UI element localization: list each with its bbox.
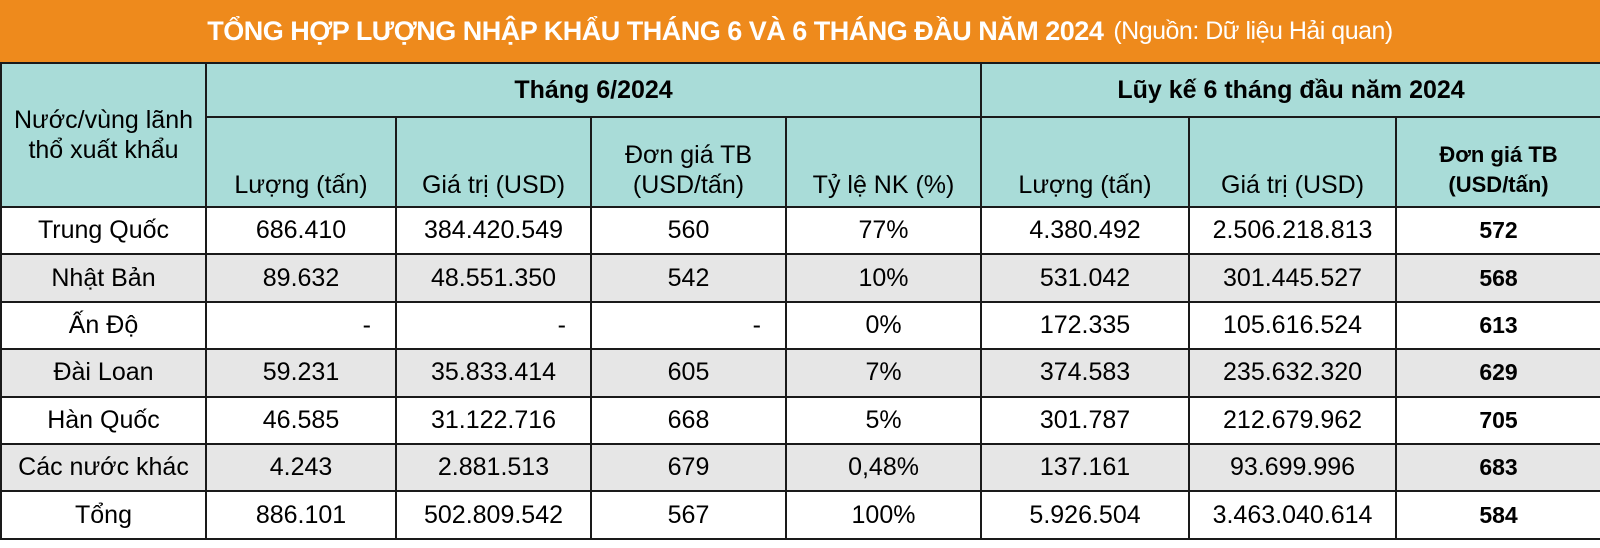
- cell: 212.679.962: [1188, 395, 1398, 445]
- row-label: Trung Quốc: [0, 205, 207, 256]
- title: TỔNG HỢP LƯỢNG NHẬP KHẨU THÁNG 6 VÀ 6 TH…: [207, 15, 1104, 46]
- table-header: Nước/vùng lãnh thổ xuất khẩu Tháng 6/2024…: [0, 62, 1600, 208]
- column-header: Lượng (tấn): [980, 116, 1191, 208]
- cell: 100%: [784, 490, 983, 540]
- row-label: Ấn Độ: [0, 300, 207, 351]
- cell: 4.243: [205, 442, 397, 493]
- cell: 301.445.527: [1188, 253, 1398, 303]
- cell: 2.881.513: [395, 442, 592, 493]
- cell: 77%: [784, 205, 983, 256]
- cell: 48.551.350: [395, 253, 592, 303]
- cell: 531.042: [980, 253, 1191, 303]
- cell: 0,48%: [784, 442, 983, 493]
- cell: 172.335: [980, 300, 1191, 351]
- column-header: Đơn giá TB (USD/tấn): [590, 116, 787, 208]
- cell: 235.632.320: [1188, 348, 1398, 398]
- cell: 31.122.716: [395, 395, 592, 445]
- table-row: Ấn Độ - - -0% 172.335 105.616.524 613: [0, 300, 1600, 351]
- source: (Nguồn: Dữ liệu Hải quan): [1113, 16, 1393, 45]
- cell: 5.926.504: [980, 490, 1191, 540]
- row-label: Hàn Quốc: [0, 395, 207, 445]
- table-row: Trung Quốc 686.410 384.420.549 560 77% 4.380.…: [0, 205, 1600, 256]
- cell: 679: [590, 442, 787, 493]
- row-label: Tổng: [0, 490, 207, 540]
- cell: -: [395, 300, 592, 351]
- cell: 568: [1395, 253, 1600, 303]
- row-label: Các nước khác: [0, 442, 207, 493]
- cell: 567: [590, 490, 787, 540]
- group-header: Lũy kế 6 tháng đầu năm 2024: [980, 62, 1600, 118]
- cell: 137.161: [980, 442, 1191, 493]
- cell: 89.632: [205, 253, 397, 303]
- column-header: Giá trị (USD): [395, 116, 592, 208]
- cell: 560: [590, 205, 787, 256]
- cell: 0%: [784, 300, 983, 351]
- cell: 542: [590, 253, 787, 303]
- cell: -: [205, 300, 397, 351]
- header-row: Nước/vùng lãnh thổ xuất khẩu Tháng 6/2024…: [0, 62, 1600, 208]
- table-body: Trung Quốc 686.410 384.420.549 560 77% 4.380.…: [0, 205, 1600, 540]
- cell: 686.410: [205, 205, 397, 256]
- cell: 3.463.040.614: [1188, 490, 1398, 540]
- cell: 105.616.524: [1188, 300, 1398, 351]
- import-table: Nước/vùng lãnh thổ xuất khẩu Tháng 6/2024…: [0, 62, 1600, 540]
- cell: 10%: [784, 253, 983, 303]
- cell: -: [590, 300, 787, 351]
- cell: 705: [1395, 395, 1600, 445]
- cell: 605: [590, 348, 787, 398]
- cell: 2.506.218.813: [1188, 205, 1398, 256]
- cell: 629: [1395, 348, 1600, 398]
- cell: 584: [1395, 490, 1600, 540]
- group-header: Tháng 6/2024: [204, 62, 983, 118]
- title-bar: TỔNG HỢP LƯỢNG NHẬP KHẨU THÁNG 6 VÀ 6 TH…: [0, 0, 1600, 62]
- cell: 374.583: [980, 348, 1191, 398]
- header-row: Lượng (tấn) Giá trị (USD) Đơn giá TB (USD/…: [1, 116, 1600, 208]
- cell: 301.787: [980, 395, 1191, 445]
- column-header: Đơn giá TB (USD/tấn): [1395, 116, 1600, 208]
- cell: 886.101: [205, 490, 397, 540]
- table-row: Đài Loan 59.231 35.833.414 605 7% 374.583 235.…: [0, 348, 1600, 398]
- table-row: Nhật Bản 89.632 48.551.350 542 10% 531.042 301…: [0, 253, 1600, 303]
- cell: 668: [590, 395, 787, 445]
- column-header: Tỷ lệ NK (%): [784, 116, 983, 208]
- cell: 613: [1395, 300, 1600, 351]
- cell: 572: [1395, 205, 1600, 256]
- cell: 502.809.542: [395, 490, 592, 540]
- row-header: Nước/vùng lãnh thổ xuất khẩu: [0, 62, 207, 208]
- cell: 93.699.996: [1188, 442, 1398, 493]
- cell: 4.380.492: [980, 205, 1191, 256]
- column-header: Lượng (tấn): [205, 116, 397, 208]
- row-label: Đài Loan: [0, 348, 207, 398]
- cell: 5%: [784, 395, 983, 445]
- cell: 59.231: [205, 348, 397, 398]
- table-row: Hàn Quốc 46.585 31.122.716 668 5% 301.787 212.…: [0, 395, 1600, 445]
- column-header: Giá trị (USD): [1188, 116, 1398, 208]
- table-row: Các nước khác 4.243 2.881.513 679 0,48% 137.1…: [0, 442, 1600, 493]
- cell: 7%: [784, 348, 983, 398]
- cell: 683: [1395, 442, 1600, 493]
- cell: 46.585: [205, 395, 397, 445]
- cell: 384.420.549: [395, 205, 592, 256]
- row-label: Nhật Bản: [0, 253, 207, 303]
- table-row: Tổng 886.101 502.809.542 567 100% 5.926.504 3.…: [0, 490, 1600, 540]
- cell: 35.833.414: [395, 348, 592, 398]
